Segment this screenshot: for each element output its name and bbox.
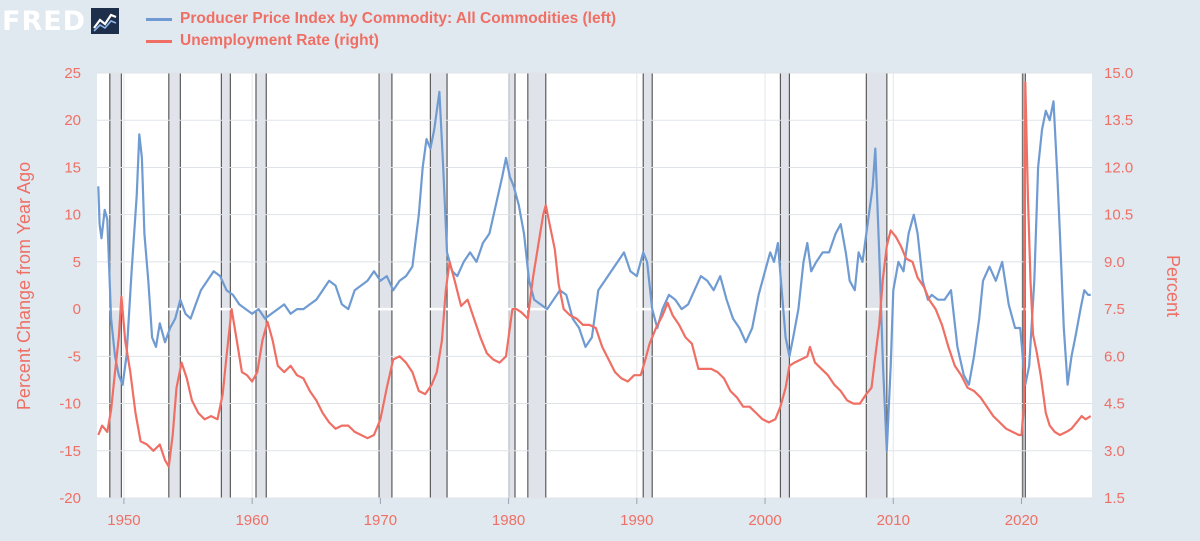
- y-tick-left-1: 20: [64, 112, 81, 129]
- x-tick-1: 1960: [235, 512, 268, 529]
- recession-band-2: [221, 73, 231, 498]
- recession-band-1: [168, 73, 181, 498]
- x-tick-5: 2000: [748, 512, 781, 529]
- fred-logo-text: FRED: [2, 5, 87, 37]
- legend-item-unrate[interactable]: Unemployment Rate (right): [146, 30, 616, 52]
- legend-item-ppi[interactable]: Producer Price Index by Commodity: All C…: [146, 8, 616, 30]
- recession-band-4: [379, 73, 392, 498]
- y-tick-left-7: -10: [59, 396, 81, 413]
- legend-swatch-ppi: [146, 17, 172, 21]
- chart-logo-icon: [91, 8, 120, 34]
- plot-area: [97, 73, 1092, 498]
- x-tick-7: 2020: [1005, 512, 1038, 529]
- y-axis-left-title: Percent Change from Year Ago: [14, 162, 34, 410]
- y-tick-left-6: -5: [68, 348, 81, 365]
- legend-label-unrate: Unemployment Rate (right): [180, 32, 379, 49]
- recession-band-8: [643, 73, 653, 498]
- x-tick-4: 1990: [620, 512, 653, 529]
- tick-labels: 25 20 15 10 5 0 -5 -10 -15 -20 15.0 13.5 12.0 10.5 9.0…: [59, 65, 1133, 529]
- x-tick-0: 1950: [107, 512, 140, 529]
- y-tick-left-5: 0: [73, 301, 81, 318]
- y-tick-right-7: 4.5: [1104, 396, 1125, 413]
- recession-band-7: [527, 73, 546, 498]
- y-tick-right-5: 7.5: [1104, 301, 1125, 318]
- gridlines: [97, 72, 1092, 499]
- recession-band-10: [866, 73, 887, 498]
- chart-legend: Producer Price Index by Commodity: All C…: [146, 8, 616, 52]
- y-tick-right-4: 9.0: [1104, 254, 1125, 271]
- y-tick-right-8: 3.0: [1104, 443, 1125, 460]
- y-tick-right-3: 10.5: [1104, 207, 1133, 224]
- y-tick-right-0: 15.0: [1104, 65, 1133, 82]
- y-tick-left-0: 25: [64, 65, 81, 82]
- y-tick-left-4: 5: [73, 254, 81, 271]
- series-line-1: [97, 81, 1092, 468]
- y-tick-left-2: 15: [64, 159, 81, 176]
- legend-swatch-unrate: [146, 39, 172, 43]
- y-tick-left-9: -20: [59, 490, 81, 507]
- y-tick-right-6: 6.0: [1104, 348, 1125, 365]
- recession-band-3: [255, 73, 267, 498]
- x-tick-6: 2010: [877, 512, 910, 529]
- y-tick-left-3: 10: [64, 207, 81, 224]
- x-tick-2: 1970: [364, 512, 397, 529]
- fred-logo[interactable]: FRED: [0, 4, 120, 38]
- y-tick-right-2: 12.0: [1104, 159, 1133, 176]
- y-tick-right-1: 13.5: [1104, 112, 1133, 129]
- recession-band-0: [109, 73, 122, 498]
- series-line-0: [97, 90, 1091, 452]
- x-tick-3: 1980: [492, 512, 525, 529]
- recession-band-6: [508, 73, 516, 498]
- series-lines: [97, 81, 1092, 468]
- y-tick-left-8: -15: [59, 443, 81, 460]
- recession-band-9: [780, 73, 790, 498]
- y-axis-right-title: Percent: [1163, 255, 1183, 317]
- y-tick-right-9: 1.5: [1104, 490, 1125, 507]
- legend-label-ppi: Producer Price Index by Commodity: All C…: [180, 10, 617, 27]
